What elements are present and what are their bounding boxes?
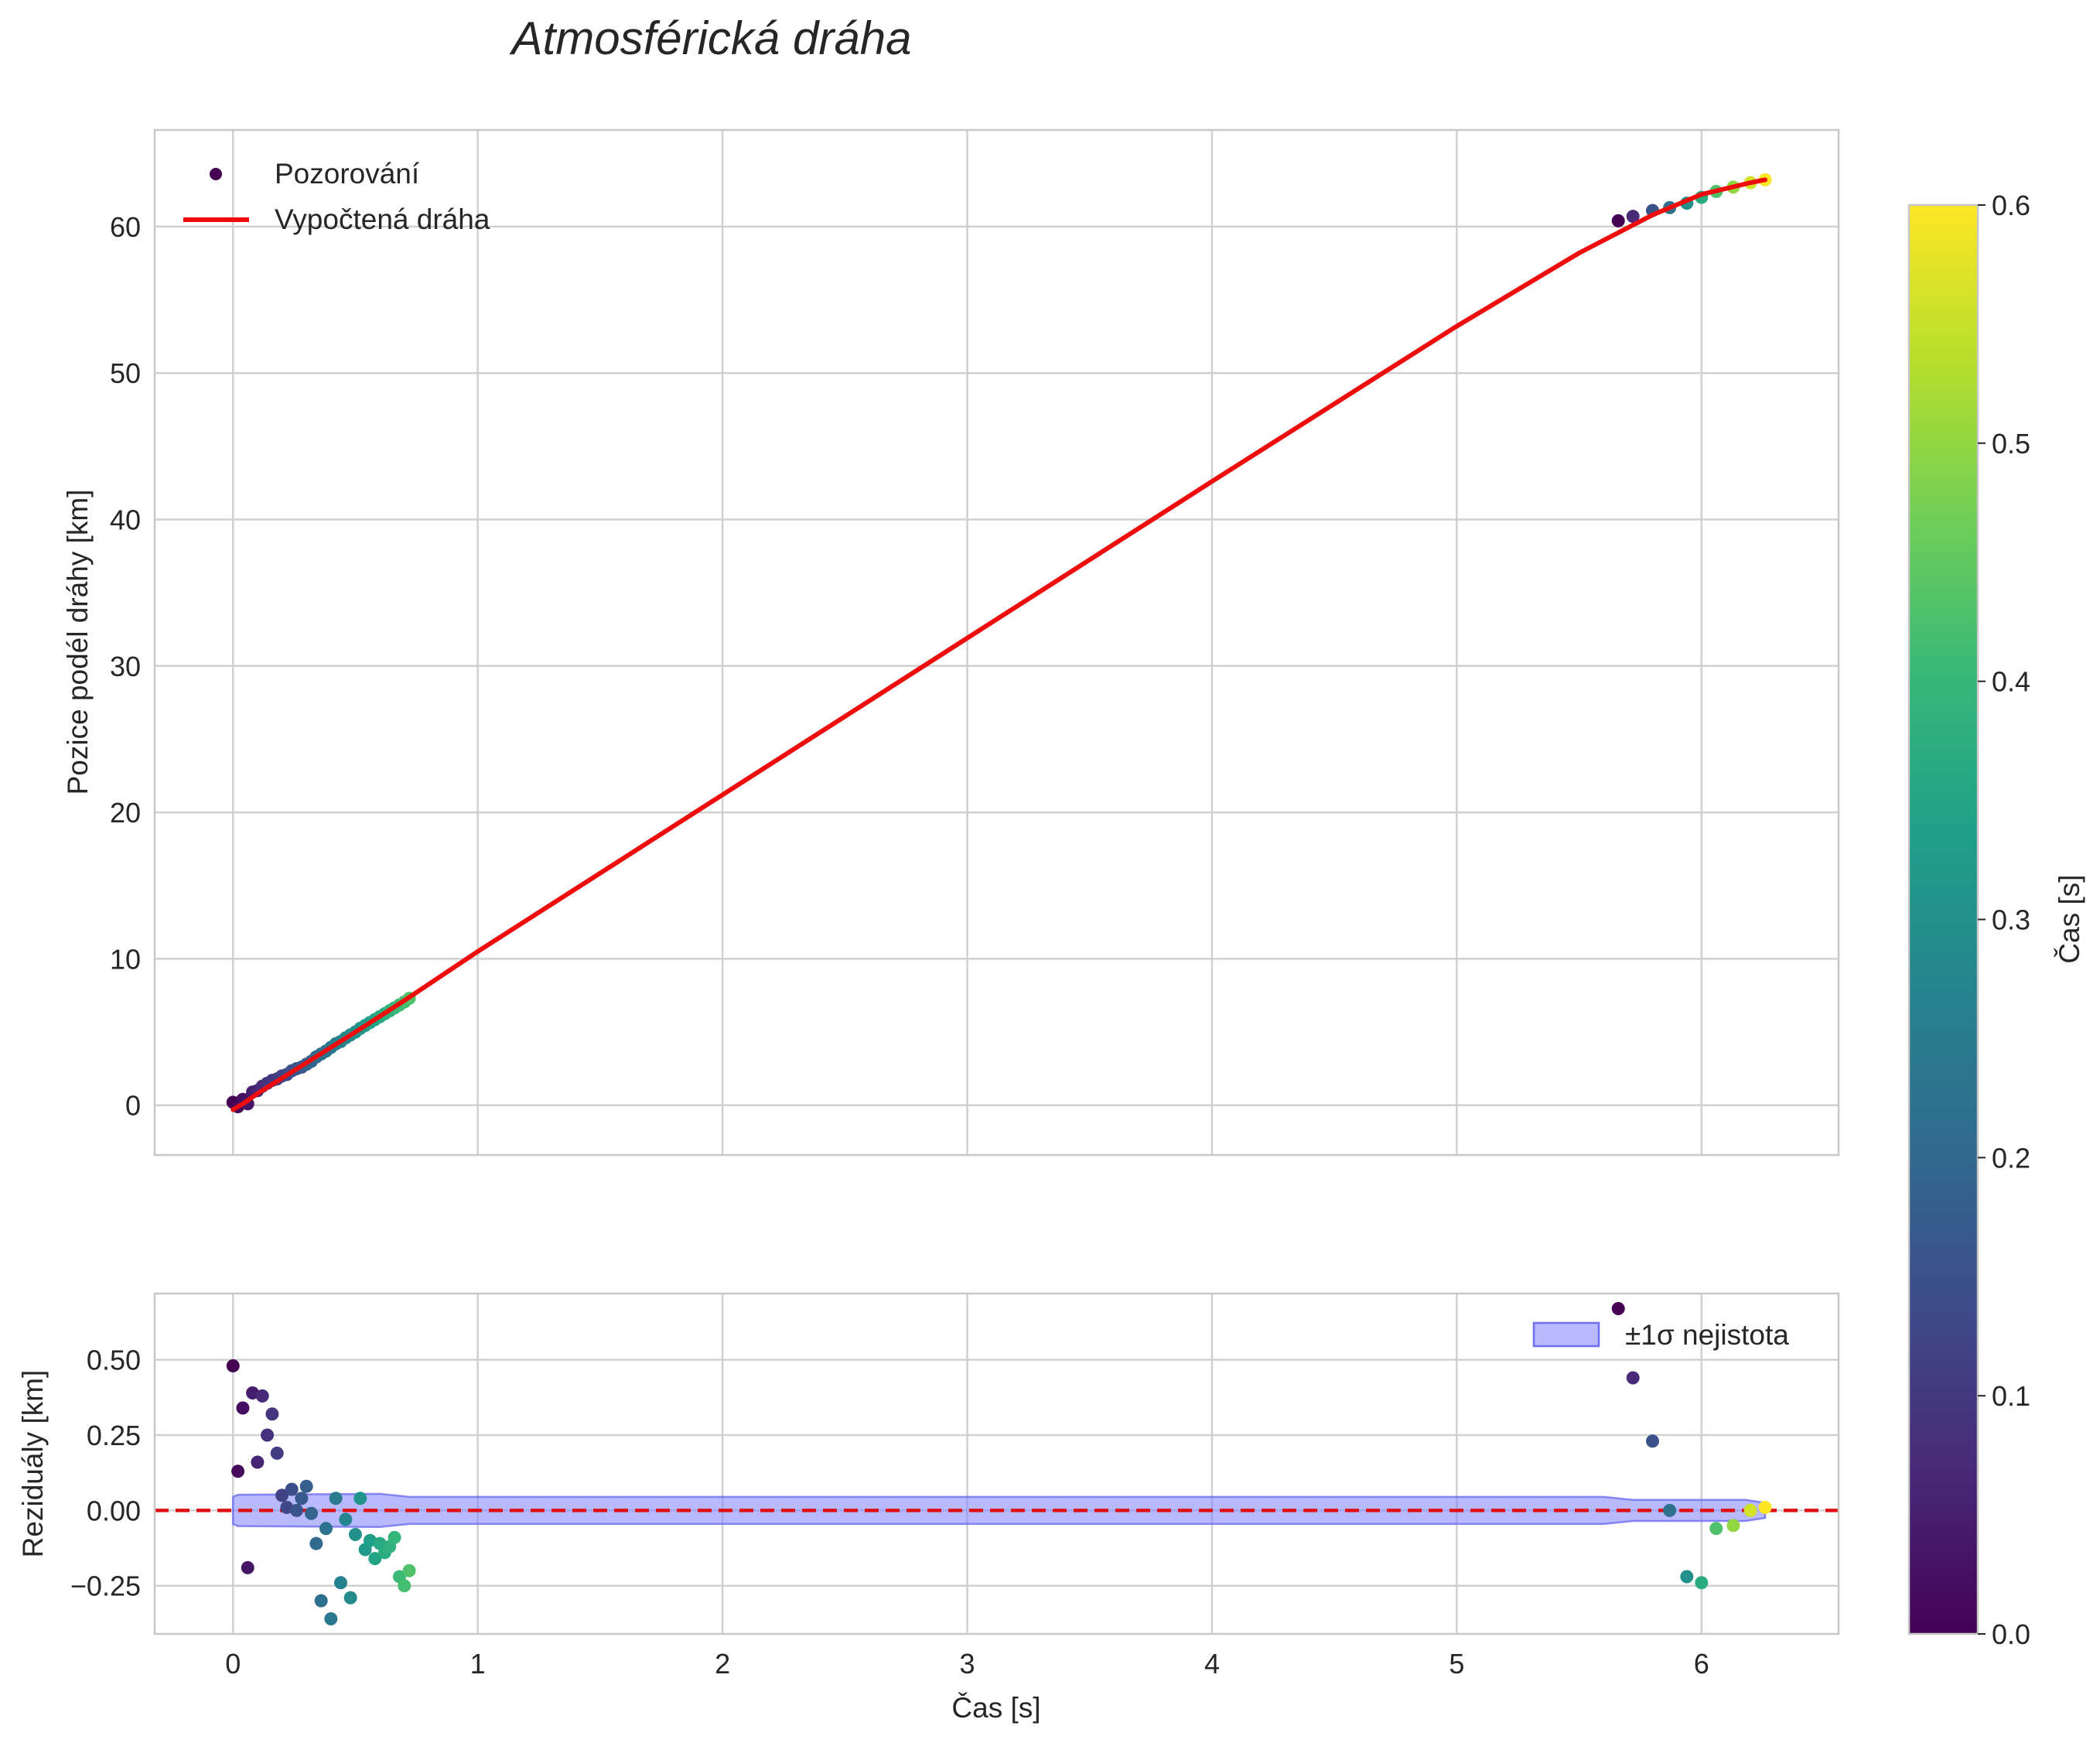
y-tick-label: 20 — [110, 797, 141, 829]
colorbar-tick-label: 0.6 — [1992, 190, 2030, 221]
y-tick-label: 40 — [110, 504, 141, 536]
top-panel-background — [155, 130, 1839, 1155]
colorbar-tick-label: 0.4 — [1992, 666, 2030, 698]
x-tick-label: 6 — [1694, 1648, 1709, 1680]
observation-point — [275, 1488, 289, 1502]
observation-point — [305, 1506, 319, 1520]
observation-point — [1646, 1434, 1660, 1448]
colorbar-tick-label: 0.5 — [1992, 428, 2030, 460]
fitted-trajectory-line — [230, 177, 1768, 1112]
observation-point — [353, 1492, 367, 1505]
legend-observation-label: Pozorování — [275, 158, 420, 190]
y-tick-label: 0 — [125, 1090, 141, 1122]
observation-point — [402, 1564, 416, 1577]
x-tick-label: 2 — [715, 1648, 730, 1680]
bottom-tick-labels: 0 1 2 3 4 5 6 −0.25 0.00 0.25 0.50 — [70, 1345, 1709, 1680]
observation-point — [236, 1401, 250, 1415]
observation-point — [368, 1552, 382, 1566]
legend-uncertainty-swatch — [1532, 1321, 1600, 1348]
colorbar-tick-label: 0.0 — [1992, 1618, 2030, 1650]
top-tick-labels: 0 10 20 30 40 50 60 — [110, 211, 141, 1122]
y-tick-label: 0.25 — [87, 1420, 141, 1451]
observation-point — [329, 1492, 343, 1505]
observation-point — [1663, 1503, 1677, 1517]
observation-point — [299, 1479, 313, 1493]
colorbar-tick-label: 0.3 — [1992, 904, 2030, 936]
legend-uncertainty-label: ±1σ nejistota — [1625, 1319, 1789, 1351]
top-y-axis-label: Pozice podél dráhy [km] — [62, 490, 94, 795]
observation-point — [1709, 1522, 1723, 1536]
top-gridlines — [155, 130, 1839, 1155]
observation-point — [1758, 1500, 1772, 1514]
colorbar-label: Čas [s] — [2054, 874, 2085, 963]
residual-points — [226, 1301, 1772, 1626]
x-tick-label: 3 — [960, 1648, 975, 1680]
observation-point — [1726, 1519, 1740, 1533]
observation-point — [319, 1522, 333, 1536]
observation-point — [290, 1503, 304, 1517]
observation-point — [1743, 1503, 1757, 1517]
x-tick-label: 4 — [1204, 1648, 1220, 1680]
observation-point — [339, 1512, 353, 1526]
observation-point — [261, 1428, 275, 1442]
x-axis-label: Čas [s] — [951, 1692, 1040, 1724]
observation-point — [226, 1359, 240, 1372]
legend-observation-marker — [210, 168, 222, 180]
observation-point — [1611, 214, 1625, 227]
observation-point — [251, 1455, 265, 1469]
observation-point — [398, 1579, 411, 1593]
y-tick-label: 0.00 — [87, 1495, 141, 1526]
bottom-panel: 0 1 2 3 4 5 6−0.250.000.250.50 Reziduály [km] … — [17, 1292, 1840, 1724]
colorbar: 0.0 0.1 0.2 0.3 0.4 0.5 0.6 Čas [s] — [1907, 190, 2085, 1650]
observation-point — [1680, 1570, 1694, 1584]
observation-point — [388, 1530, 401, 1544]
observation-point — [231, 1464, 245, 1478]
observation-point — [309, 1536, 323, 1550]
observation-point — [1626, 1371, 1640, 1385]
top-panel: 0 10 20 30 40 50 60 Pozice podél dráhy [km] Po… — [62, 128, 1840, 1157]
observation-point — [1626, 210, 1640, 224]
observation-point — [324, 1612, 338, 1626]
x-tick-label: 5 — [1449, 1648, 1464, 1680]
observation-point — [241, 1560, 254, 1574]
bottom-panel-background — [155, 1294, 1839, 1634]
bottom-y-axis-label: Reziduály [km] — [17, 1370, 49, 1558]
x-tick-label: 1 — [470, 1648, 486, 1680]
observation-point — [1695, 1576, 1709, 1590]
y-tick-label: 60 — [110, 211, 141, 243]
x-tick-label: 0 — [225, 1648, 241, 1680]
observation-point — [265, 1407, 279, 1421]
y-tick-label: −0.25 — [70, 1570, 141, 1602]
observation-point — [1611, 1301, 1625, 1315]
colorbar-ticks: 0.0 0.1 0.2 0.3 0.4 0.5 0.6 — [1978, 190, 2030, 1650]
y-tick-label: 10 — [110, 943, 141, 975]
legend-fit-label: Vypočtená dráha — [275, 203, 490, 235]
observation-point — [270, 1446, 284, 1460]
observation-point — [314, 1594, 328, 1608]
observation-point — [348, 1528, 362, 1542]
observation-point — [343, 1591, 357, 1605]
observation-point — [333, 1576, 347, 1590]
observation-point — [285, 1482, 299, 1496]
bottom-panel-frame — [153, 1292, 1840, 1635]
chart-title: Atmosférická dráha — [510, 12, 912, 64]
top-legend: Pozorování Vypočtená dráha — [183, 158, 490, 235]
colorbar-gradient — [1909, 205, 1978, 1634]
y-tick-label: 30 — [110, 651, 141, 682]
colorbar-tick-label: 0.2 — [1992, 1142, 2030, 1174]
colorbar-tick-label: 0.1 — [1992, 1380, 2030, 1412]
bottom-legend: ±1σ nejistota — [1532, 1319, 1789, 1351]
observation-point — [295, 1492, 309, 1505]
y-tick-label: 50 — [110, 357, 141, 389]
observation-point — [255, 1389, 269, 1403]
top-panel-frame — [153, 128, 1840, 1157]
y-tick-label: 0.50 — [87, 1345, 141, 1376]
